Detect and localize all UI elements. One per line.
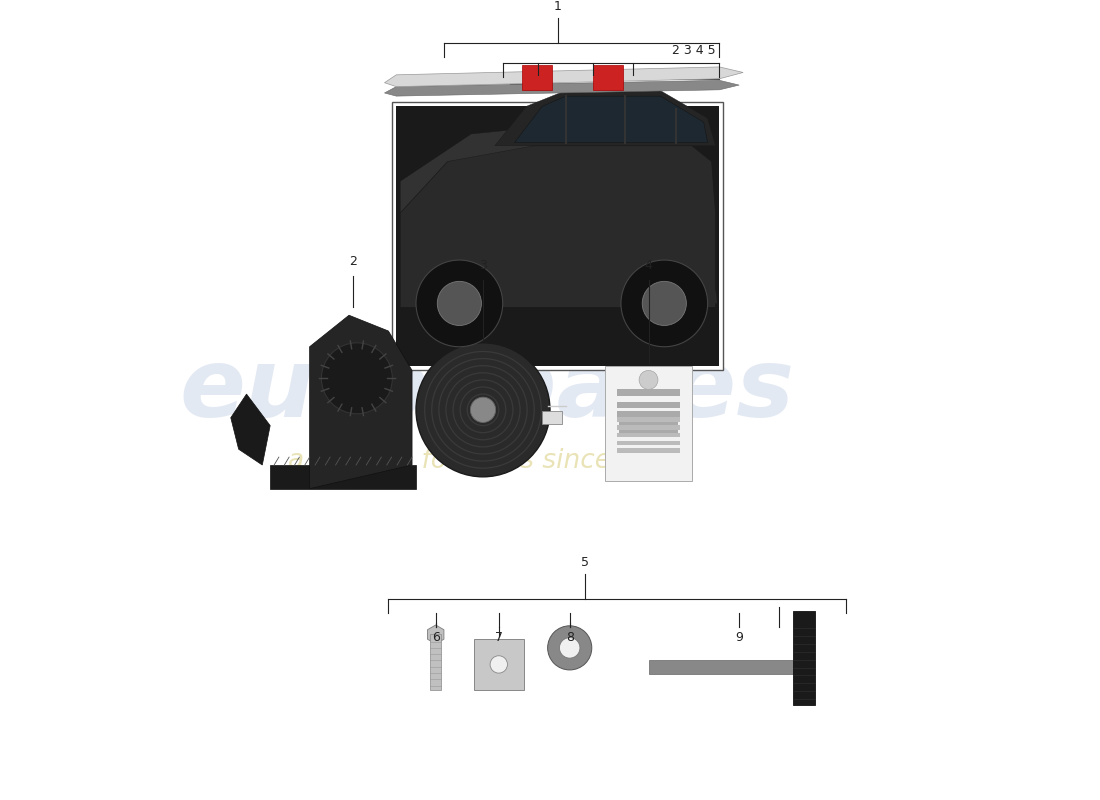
Bar xyxy=(617,390,680,396)
Bar xyxy=(542,411,562,424)
Circle shape xyxy=(639,370,658,390)
Text: 8: 8 xyxy=(565,630,574,643)
Text: 4: 4 xyxy=(645,259,652,272)
Polygon shape xyxy=(515,96,707,142)
Circle shape xyxy=(416,343,550,477)
Bar xyxy=(617,433,680,438)
Circle shape xyxy=(438,282,482,326)
Circle shape xyxy=(620,260,707,346)
Text: 9: 9 xyxy=(735,630,744,643)
Text: 2 3 4 5: 2 3 4 5 xyxy=(672,44,715,57)
Bar xyxy=(619,421,678,427)
Bar xyxy=(617,449,680,453)
Bar xyxy=(593,65,624,90)
Polygon shape xyxy=(495,90,715,146)
Bar xyxy=(617,417,680,422)
Bar xyxy=(649,660,802,674)
Text: 3: 3 xyxy=(480,259,487,272)
Circle shape xyxy=(416,260,503,346)
Text: a passion for parts since 1985: a passion for parts since 1985 xyxy=(288,448,686,474)
Circle shape xyxy=(491,656,507,673)
Bar xyxy=(617,411,680,418)
Polygon shape xyxy=(385,80,739,96)
Bar xyxy=(396,106,719,366)
Circle shape xyxy=(471,398,496,422)
Circle shape xyxy=(642,282,686,326)
Bar xyxy=(430,634,441,690)
Bar xyxy=(605,366,692,481)
Text: eurospares: eurospares xyxy=(179,344,794,437)
Bar xyxy=(473,639,524,690)
Polygon shape xyxy=(400,130,535,213)
Bar xyxy=(793,611,815,706)
Bar xyxy=(617,441,680,446)
Circle shape xyxy=(548,626,592,670)
Text: 5: 5 xyxy=(582,556,590,569)
Circle shape xyxy=(560,638,580,658)
Text: 1: 1 xyxy=(554,0,562,14)
Bar xyxy=(522,65,552,90)
Bar xyxy=(617,402,680,408)
Polygon shape xyxy=(231,394,271,465)
Circle shape xyxy=(321,343,393,414)
Bar xyxy=(393,102,724,370)
Polygon shape xyxy=(400,146,715,307)
Polygon shape xyxy=(271,465,416,489)
Bar xyxy=(617,425,680,430)
Text: 7: 7 xyxy=(495,630,503,643)
Text: 6: 6 xyxy=(432,630,440,643)
Polygon shape xyxy=(385,67,744,86)
Polygon shape xyxy=(309,315,412,489)
Polygon shape xyxy=(428,625,444,644)
Text: 2: 2 xyxy=(349,255,356,268)
Bar xyxy=(619,430,678,437)
